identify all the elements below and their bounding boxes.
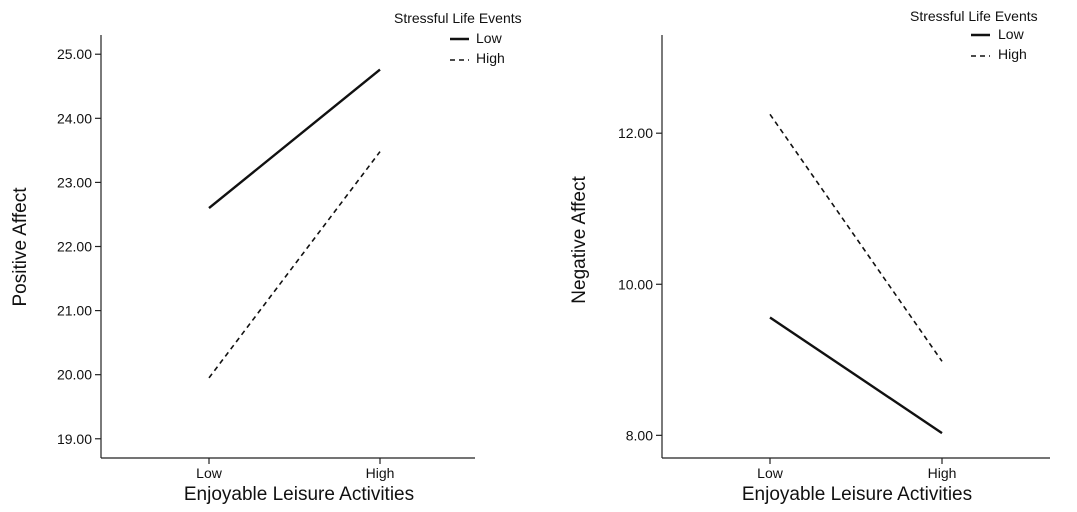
x-tick-label: Low — [757, 465, 784, 481]
legend: Stressful Life Events Low High — [394, 10, 522, 66]
series-line-high — [769, 113, 943, 362]
x-axis-title: Enjoyable Leisure Activities — [742, 484, 972, 505]
series-line-low — [208, 68, 381, 209]
x-tick-label: High — [928, 465, 957, 481]
series-line-low — [769, 316, 943, 435]
y-tick-label: 19.00 — [57, 431, 92, 447]
y-ticks: 19.00 20.00 21.00 22.00 23.00 24.00 25.00 — [57, 46, 101, 447]
series-line-high — [208, 151, 381, 379]
y-tick-label: 25.00 — [57, 46, 92, 62]
y-tick-label: 20.00 — [57, 367, 92, 383]
y-tick-label: 12.00 — [618, 125, 653, 141]
negative-affect-chart: 8.00 10.00 12.00 Low High Enjoyable Leisure… — [569, 8, 1050, 505]
legend-label-low: Low — [476, 30, 503, 46]
legend-label-high: High — [998, 46, 1027, 62]
y-tick-label: 24.00 — [57, 110, 92, 126]
x-tick-label: Low — [196, 465, 223, 481]
y-axis-title: Negative Affect — [569, 176, 590, 304]
y-ticks: 8.00 10.00 12.00 — [618, 125, 662, 443]
x-ticks: Low High — [196, 458, 394, 481]
positive-affect-chart: 19.00 20.00 21.00 22.00 23.00 24.00 25.00 Low H… — [10, 10, 522, 505]
y-tick-label: 23.00 — [57, 174, 92, 190]
y-tick-label: 8.00 — [626, 427, 653, 443]
y-tick-label: 10.00 — [618, 276, 653, 292]
x-axis-title: Enjoyable Leisure Activities — [184, 484, 414, 505]
legend-label-high: High — [476, 50, 505, 66]
legend-title: Stressful Life Events — [910, 8, 1038, 24]
y-tick-label: 21.00 — [57, 303, 92, 319]
legend-title: Stressful Life Events — [394, 10, 522, 26]
y-tick-label: 22.00 — [57, 239, 92, 255]
series-layer — [208, 68, 381, 379]
y-axis-title: Positive Affect — [10, 187, 31, 307]
legend: Stressful Life Events Low High — [910, 8, 1038, 62]
series-layer — [769, 113, 943, 435]
x-ticks: Low High — [757, 458, 956, 481]
x-tick-label: High — [366, 465, 395, 481]
legend-label-low: Low — [998, 26, 1025, 42]
